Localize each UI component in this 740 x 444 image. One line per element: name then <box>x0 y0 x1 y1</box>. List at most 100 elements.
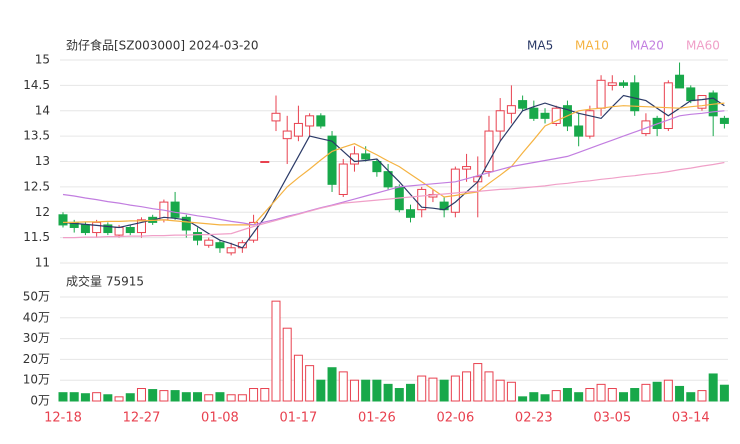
volume-bar <box>383 383 393 402</box>
y-tick-label: 50万 <box>23 290 50 304</box>
y-tick-label: 20万 <box>23 352 50 366</box>
candle-body <box>417 188 427 211</box>
y-tick-label: 15 <box>35 53 50 67</box>
candle-body <box>103 224 113 234</box>
volume-bar <box>249 388 259 402</box>
legend-entry: MA5 <box>527 39 553 53</box>
candle-body <box>551 107 561 124</box>
volume-bar <box>305 365 315 402</box>
candle-body <box>114 226 124 236</box>
candle-body <box>574 125 584 137</box>
y-tick-label: 12.5 <box>23 179 50 193</box>
x-tick-label: 12-27 <box>123 411 161 426</box>
volume-bar <box>574 392 584 402</box>
y-tick-label: 14.5 <box>23 78 50 92</box>
volume-bar <box>641 383 651 402</box>
candle-body <box>349 153 359 165</box>
volume-bar <box>361 379 371 402</box>
volume-bar <box>428 377 438 402</box>
candle-body <box>271 112 281 122</box>
volume-bar <box>237 394 247 402</box>
y-tick-label: 0万 <box>30 394 50 408</box>
volume-bar <box>114 396 124 402</box>
candle-body <box>249 221 259 241</box>
volume-bar <box>675 385 685 402</box>
y-tick-label: 11.5 <box>23 230 50 244</box>
ma-line <box>63 102 725 226</box>
volume-bar <box>506 381 516 402</box>
volume-bar <box>439 379 449 402</box>
volume-bar <box>226 394 236 402</box>
chart-title: 劲仔食品[SZ003000] 2024-03-20 <box>66 38 259 53</box>
candle-body <box>327 135 337 185</box>
volume-bar <box>282 327 292 402</box>
volume-bar <box>204 394 214 402</box>
volume-bar <box>271 300 281 402</box>
volume-bar <box>170 390 180 402</box>
candle-body <box>495 110 505 132</box>
candle-body <box>686 87 696 102</box>
volume-bar <box>585 388 595 402</box>
volume-bar <box>372 379 382 402</box>
volume-bar <box>607 388 617 402</box>
volume-bar <box>484 371 494 402</box>
candle-body <box>215 242 225 249</box>
volume-bar <box>652 381 662 402</box>
volume-bar <box>69 392 79 402</box>
candle-body <box>540 112 550 119</box>
candle-body <box>282 130 292 140</box>
volume-bar <box>619 392 628 402</box>
candle-body <box>450 168 460 213</box>
y-tick-label: 10万 <box>23 373 50 387</box>
candle-body <box>125 226 135 234</box>
volume-bar <box>125 393 135 402</box>
candle-body <box>92 221 102 234</box>
x-tick-label: 02-23 <box>515 411 553 426</box>
candle-body <box>80 224 90 234</box>
candle-body <box>383 171 393 188</box>
volume-bar <box>58 392 68 402</box>
volume-bar <box>529 392 539 402</box>
volume-bar <box>719 384 729 402</box>
x-tick-label: 03-14 <box>672 411 710 426</box>
volume-bar <box>562 388 572 402</box>
candle-body <box>529 107 539 119</box>
candle-body <box>607 82 617 86</box>
volume-bar <box>540 394 550 402</box>
candle-body <box>619 82 628 86</box>
x-tick-label: 12-18 <box>44 411 82 426</box>
candle-body <box>596 79 606 109</box>
volume-bar <box>80 393 90 402</box>
volume-bar <box>215 392 225 402</box>
volume-bar <box>181 392 191 402</box>
volume-bar <box>349 379 359 402</box>
y-tick-label: 30万 <box>23 331 50 345</box>
candle-body <box>585 110 595 137</box>
ma-line <box>63 161 725 239</box>
ma-line <box>62 110 725 226</box>
x-tick-label: 01-17 <box>280 411 318 426</box>
candle-body <box>372 161 382 173</box>
candle-body <box>58 214 68 226</box>
candle-body <box>260 161 270 163</box>
candle-body <box>719 117 729 124</box>
x-tick-label: 01-26 <box>358 411 396 426</box>
y-tick-label: 40万 <box>23 310 50 324</box>
candle-body <box>641 120 651 135</box>
legend-entry: MA60 <box>686 39 720 53</box>
ma-line <box>62 94 725 249</box>
candle-body <box>675 74 685 89</box>
volume-bar <box>686 392 696 402</box>
volume-title: 成交量 75915 <box>66 274 144 289</box>
volume-bar <box>462 371 472 402</box>
volume-bar <box>518 396 528 402</box>
volume-bar <box>159 390 169 402</box>
y-tick-label: 11 <box>35 256 50 270</box>
candle-body <box>697 95 707 109</box>
volume-bar <box>630 388 640 402</box>
candle-body <box>439 201 449 211</box>
volume-bar <box>394 388 404 402</box>
candle-body <box>193 232 203 241</box>
volume-bar <box>293 354 303 402</box>
volume-bar <box>148 389 158 402</box>
